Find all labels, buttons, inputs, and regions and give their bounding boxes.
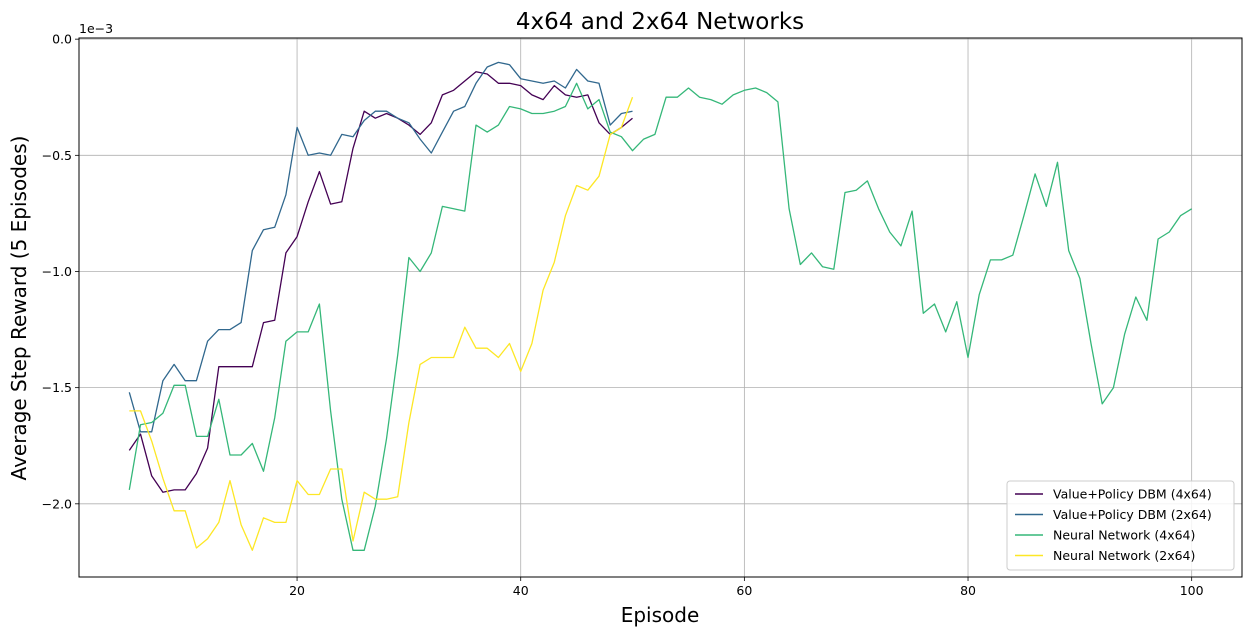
- series-line-2: [128, 61, 633, 433]
- x-axis-label: Episode: [621, 603, 700, 627]
- y-tick-label: −2.0: [42, 496, 72, 511]
- series-lines: [128, 61, 1193, 551]
- series-line-4: [129, 96, 634, 551]
- plot-area-frame: [78, 37, 1243, 578]
- chart-title: 4x64 and 2x64 Networks: [516, 9, 804, 35]
- legend-label-4: Neural Network (2x64): [1053, 548, 1195, 563]
- y-tick-label: −1.5: [42, 380, 72, 395]
- y-axis-ticks: 0.0 −0.5 −1.0 −1.5 −2.0: [42, 32, 79, 511]
- series-line-3: [128, 82, 1193, 551]
- y-tick-label: −0.5: [42, 148, 72, 163]
- x-tick-label: 100: [1180, 583, 1204, 598]
- y-scale-label: 1e−3: [79, 21, 113, 36]
- x-tick-label: 60: [736, 583, 752, 598]
- y-tick-label: −1.0: [42, 264, 72, 279]
- y-tick-label: 0.0: [52, 32, 72, 47]
- y-axis-label: Average Step Reward (5 Episodes): [7, 136, 31, 481]
- legend-label-1: Value+Policy DBM (4x64): [1053, 487, 1212, 502]
- x-axis-ticks: 20 40 60 80 100: [289, 577, 1204, 598]
- legend-box: [1006, 480, 1235, 571]
- series-line-1: [128, 71, 633, 493]
- x-tick-label: 40: [513, 583, 529, 598]
- x-tick-label: 80: [960, 583, 976, 598]
- legend-label-2: Value+Policy DBM (2x64): [1053, 507, 1212, 522]
- legend-label-3: Neural Network (4x64): [1053, 528, 1195, 543]
- legend: Value+Policy DBM (4x64) Value+Policy DBM …: [1006, 480, 1235, 571]
- x-tick-label: 20: [289, 583, 305, 598]
